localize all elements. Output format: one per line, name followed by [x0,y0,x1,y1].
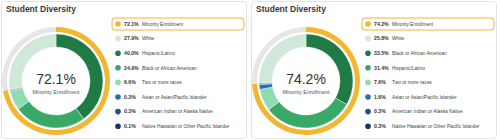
legend-item: 25.8%White [365,35,404,41]
legend-value: 74.2% [374,21,389,27]
legend-item: 33.5%Black or African American [365,50,447,56]
title: Student Diversity [256,4,326,14]
legend-label: Native Hawaiian or Other Pacific Islande… [392,124,480,129]
legend-swatch [365,36,371,42]
legend-item: 0.3% Asian or Asian/Pacific Islander [115,94,207,100]
panel: Student Diversity72.1%Minority Enrollmen… [2,2,247,139]
legend-item: 7.6% Two or more races [365,79,432,85]
panel: Student Diversity74.2%Minority Enrollmen… [252,2,497,139]
legend-swatch [115,65,121,71]
inner-arc [259,83,272,85]
legend-label: Two or more races [392,80,432,85]
legend: 72.1%Minority Enrollment 27.9%White 40.0%H… [112,18,244,129]
legend-label: Minority Enrollment [142,22,184,27]
legend-item: 1.6% Asian or Asian/Pacific Islander [365,94,457,100]
center-value: 74.2% [286,71,326,87]
legend-label: White [142,36,155,41]
legend-value: 25.8% [374,35,389,41]
legend-swatch [365,94,371,100]
panel-frame [2,2,247,139]
legend: 74.2%Minority Enrollment 25.8%White 33.5%B… [362,18,494,129]
legend-swatch [365,65,371,71]
legend-label: Minority Enrollment [392,22,434,27]
legend-label: Hispanic/Latino [142,51,175,56]
legend-value: 1.6% [374,94,386,100]
legend-value: 31.4% [374,65,389,71]
legend-swatch [365,109,371,115]
legend-swatch [365,50,371,56]
legend-value: 0.3% [124,94,136,100]
inner-arc [10,89,29,109]
legend-swatch [115,21,121,27]
legend-item: 6.6% Two or more races [115,79,182,85]
inner-arc [260,87,279,110]
legend-value: 7.6% [374,79,386,85]
legend-value: 6.6% [124,79,136,85]
legend-swatch [365,21,371,27]
legend-swatch [115,80,121,86]
inner-arc [259,84,272,90]
legend-swatch [115,36,121,42]
legend-item: 0.1% Native Hawaiian or Other Pacific Isl… [115,123,230,129]
center-label: Minority Enrollment [32,89,80,95]
legend-label: Hispanic/Latino [392,66,425,71]
chart-root: Student Diversity72.1%Minority Enrollmen… [0,0,500,140]
inner-arc [18,101,83,128]
inner-arc [269,98,347,128]
legend-label: Black or African American [142,66,197,71]
legend-value: 24.9% [124,65,139,71]
legend-item: 27.9%White [115,35,154,41]
legend-value: 40.0% [124,50,139,56]
legend-swatch [115,50,121,56]
donut: 74.2% Minority Enrollment [252,27,360,135]
legend-label: Two or more races [142,80,182,85]
legend-label: American Indian or Alaska Native [142,109,213,114]
legend-swatch [115,123,121,129]
legend-item: 0.3% Native Hawaiian or Other Pacific Isl… [365,123,480,129]
legend-label: Asian or Asian/Pacific Islander [142,95,207,100]
legend-swatch [365,123,371,129]
legend-item: 72.1%Minority Enrollment [115,21,184,27]
legend-label: American Indian or Alaska Native [392,109,463,114]
legend-label: White [392,36,405,41]
legend-highlight [362,18,494,30]
legend-label: Black or African American [392,51,447,56]
legend-item: 0.3% American Indian or Alaska Native [115,108,213,114]
legend-value: 0.1% [124,123,136,129]
legend-swatch [115,109,121,115]
legend-item: 40.0%Hispanic/Latino [115,50,175,56]
panel-frame [252,2,497,139]
legend-value: 72.1% [124,21,139,27]
outer-arc [252,27,360,135]
legend-value: 0.3% [374,123,386,129]
outer-arc [3,27,110,135]
legend-value: 27.9% [124,35,139,41]
title: Student Diversity [6,4,76,14]
legend-value: 33.5% [374,50,389,56]
legend-label: Native Hawaiian or Other Pacific Islande… [142,124,230,129]
center-value: 72.1% [36,71,76,87]
legend-item: 24.9%Black or African American [115,65,197,71]
donut: 72.1% Minority Enrollment [2,27,110,135]
legend-value: 0.3% [374,108,386,114]
legend-item: 0.3% American Indian or Alaska Native [365,108,463,114]
legend-highlight [112,18,244,30]
legend-swatch [115,94,121,100]
center-label: Minority Enrollment [282,89,330,95]
legend-label: Asian or Asian/Pacific Islander [392,95,457,100]
legend-item: 31.4%Hispanic/Latino [365,65,425,71]
legend-value: 0.3% [124,108,136,114]
legend-swatch [365,80,371,86]
legend-item: 74.2%Minority Enrollment [365,21,434,27]
